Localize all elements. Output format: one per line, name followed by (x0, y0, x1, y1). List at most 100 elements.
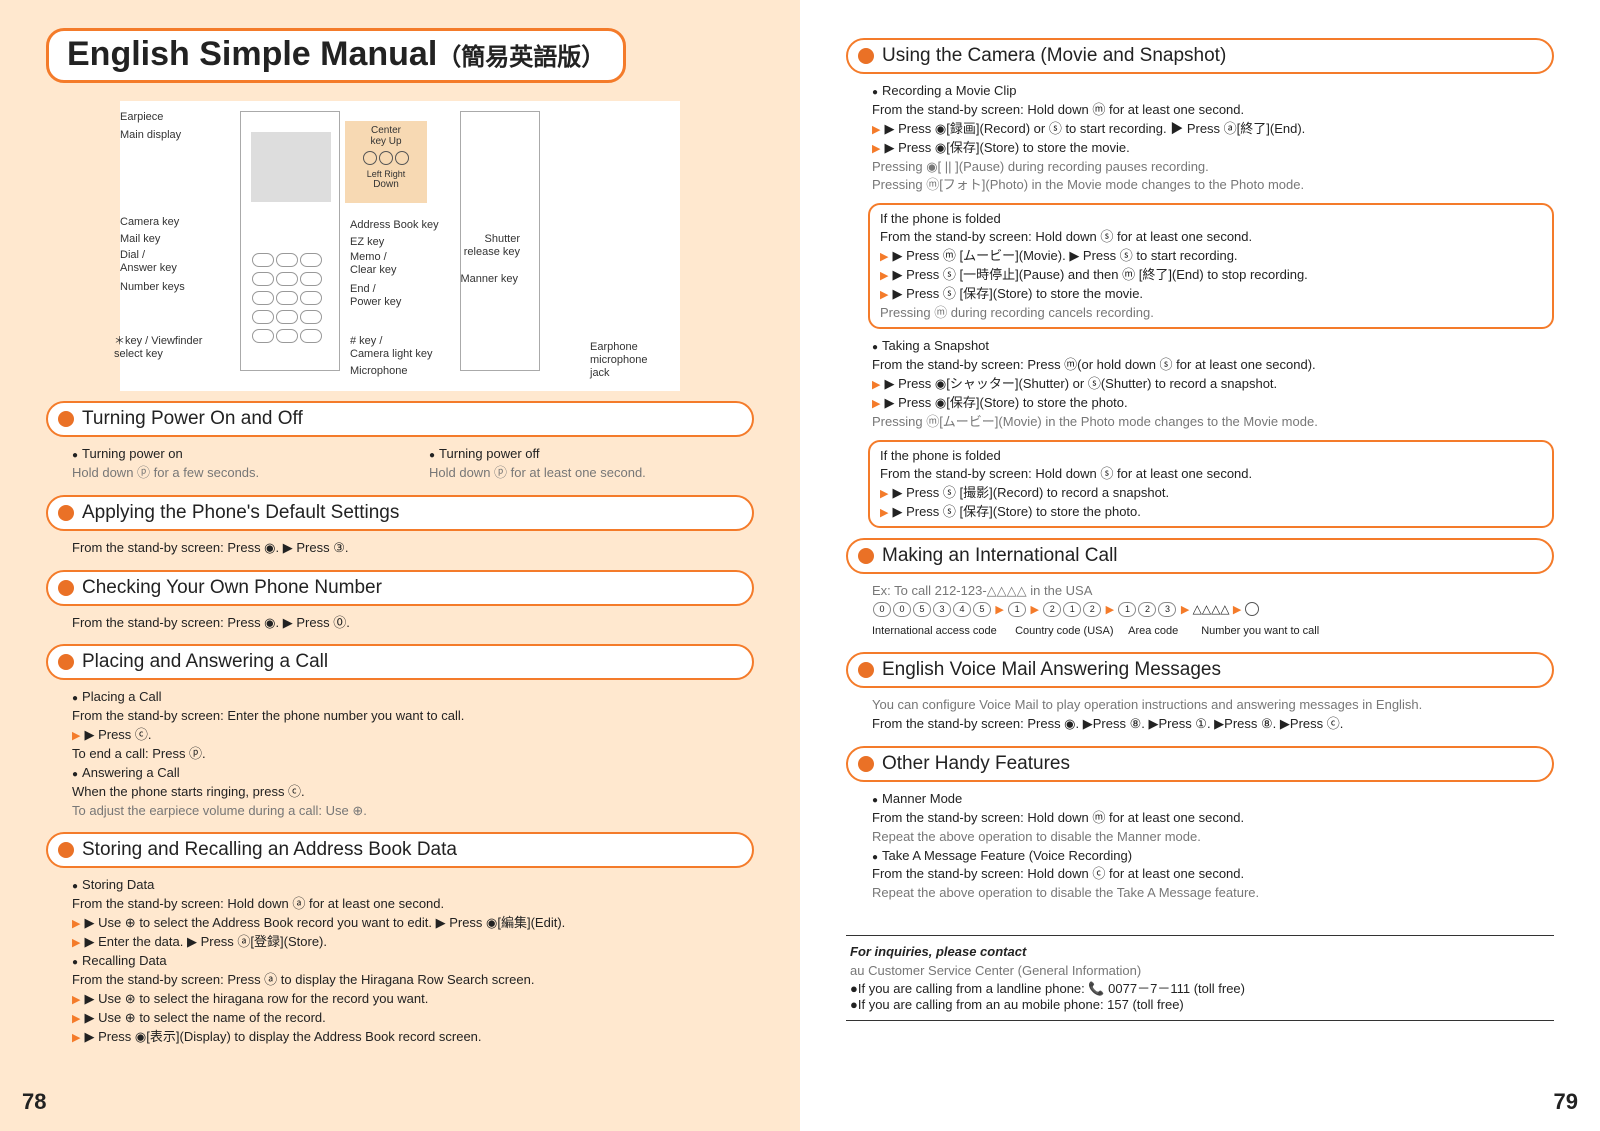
title-main: English Simple Manual (67, 35, 437, 73)
defaults-line: From the stand-by screen: Press ◉. ▶ Pre… (72, 539, 746, 558)
d0: 0 (873, 602, 891, 617)
placing-l0: From the stand-by screen: Enter the phon… (72, 707, 746, 726)
ck-lr: Left Right (349, 169, 423, 179)
lbl-jack: jack (590, 367, 610, 379)
contact-title: For inquiries, please contact (850, 944, 1550, 959)
recall-l3: ▶ Press ◉[表示](Display) to display the Ad… (72, 1028, 746, 1047)
msg-l0: From the stand-by screen: Hold down ⓒ fo… (872, 865, 1546, 884)
lbl-memo: Memo / (350, 251, 387, 263)
lbl-star: ＊key / Viewfinder (114, 335, 202, 347)
lbl-ez: EZ key (350, 236, 384, 249)
movie-head: Recording a Movie Clip (872, 82, 1546, 101)
sec-intl: Making an International Call (846, 538, 1554, 574)
ck-up: key Up (349, 136, 423, 147)
sec-camera: Using the Camera (Movie and Snapshot) (846, 38, 1554, 74)
lbl-earpiece: Earpiece (120, 111, 163, 124)
d1: 0 (893, 602, 911, 617)
placing-l2: To end a call: Press ⓟ. (72, 745, 746, 764)
snap-l2: ▶ Press ◉[保存](Store) to store the photo. (872, 394, 1546, 413)
intl-intro: Ex: To call 212-123-△△△△ in the USA (872, 582, 1546, 601)
contact-box: For inquiries, please contact au Custome… (846, 935, 1554, 1021)
centerkey-box: Center key Up Left Right Down (345, 121, 427, 203)
storing-l0: From the stand-by screen: Hold down ⓐ fo… (72, 895, 746, 914)
seg0: International access code (872, 624, 1012, 640)
sec-power: Turning Power On and Off (46, 401, 754, 437)
answer-l0: When the phone starts ringing, press ⓒ. (72, 783, 746, 802)
sec-other: Other Handy Features (846, 746, 1554, 782)
fold1-g0: Pressing ⓜ during recording cancels reco… (880, 302, 1542, 321)
fold2-l0: From the stand-by screen: Hold down ⓢ fo… (880, 463, 1542, 482)
fold2-head: If the phone is folded (880, 448, 1542, 463)
msg-head: Take A Message Feature (Voice Recording) (872, 847, 1546, 866)
contact-l1: ●If you are calling from a landline phon… (850, 978, 1550, 997)
fold1-l2: ▶ Press ⓢ [一時停止](Pause) and then ⓜ [終了](… (880, 264, 1542, 283)
movie-g0: Pressing ◉[ || ](Pause) during recording… (872, 158, 1546, 177)
lbl-numkeys: Number keys (120, 281, 185, 294)
d10: 1 (1118, 602, 1136, 617)
page-num-right: 79 (1554, 1089, 1578, 1115)
ownnum-line: From the stand-by screen: Press ◉. ▶ Pre… (72, 614, 746, 633)
sec-call: Placing and Answering a Call (46, 644, 754, 680)
lbl-mic: Microphone (350, 365, 407, 378)
lbl-camerakey: Camera key (120, 216, 179, 229)
placing-l1: ▶ Press ⓒ. (72, 726, 746, 745)
lbl-addr: Address Book key (350, 219, 439, 232)
lbl-ear1: Earphone (590, 341, 638, 353)
d2: 5 (913, 602, 931, 617)
lbl-dial: Dial / (120, 249, 145, 261)
fold2-l1: ▶ Press ⓢ [撮影](Record) to record a snaps… (880, 482, 1542, 501)
lbl-hash: # key / (350, 335, 382, 347)
storing-l2: ▶ Enter the data. ▶ Press ⓐ[登録](Store). (72, 933, 746, 952)
snap-g0: Pressing ⓜ[ムービー](Movie) in the Photo mod… (872, 413, 1546, 432)
storing-head: Storing Data (72, 876, 746, 895)
page-num-left: 78 (22, 1089, 46, 1115)
recall-head: Recalling Data (72, 952, 746, 971)
snap-l1: ▶ Press ◉[シャッター](Shutter) or ⓢ(Shutter) … (872, 375, 1546, 394)
vm-l0: You can configure Voice Mail to play ope… (872, 696, 1546, 715)
movie-l2: ▶ Press ◉[保存](Store) to store the movie. (872, 139, 1546, 158)
page-left: English Simple Manual（簡易英語版） Center key … (0, 0, 800, 1131)
lbl-mailkey: Mail key (120, 233, 160, 246)
d5: 5 (973, 602, 991, 617)
d12: 3 (1158, 602, 1176, 617)
lbl-shutter: Shutter (485, 233, 520, 245)
d11: 2 (1138, 602, 1156, 617)
d8: 1 (1063, 602, 1081, 617)
power-on-body: Hold down ⓟ for a few seconds. (72, 464, 389, 483)
recall-l1: ▶ Use ⊛ to select the hiragana row for t… (72, 990, 746, 1009)
ck-title: Center (349, 125, 423, 136)
fold1-l3: ▶ Press ⓢ [保存](Store) to store the movie… (880, 283, 1542, 302)
sec-defaults: Applying the Phone's Default Settings (46, 495, 754, 531)
fold1-l1: ▶ Press ⓜ [ムービー](Movie). ▶ Press ⓢ to st… (880, 245, 1542, 264)
sec-addrbook: Storing and Recalling an Address Book Da… (46, 832, 754, 868)
seg2: Area code (1128, 624, 1198, 640)
title-bar: English Simple Manual（簡易英語版） (46, 28, 626, 83)
dial-row: 005345 ▶ 1 ▶ 212 ▶ 123 ▶ △△△△ ▶ (872, 601, 1546, 619)
placing-head: Placing a Call (72, 688, 746, 707)
msg-l1: Repeat the above operation to disable th… (872, 884, 1546, 903)
movie-l0: From the stand-by screen: Hold down ⓜ fo… (872, 101, 1546, 120)
lbl-manner: Manner key (452, 273, 518, 286)
lbl-ear2: microphone (590, 354, 647, 366)
fold1-l0: From the stand-by screen: Hold down ⓢ fo… (880, 226, 1542, 245)
manner-head: Manner Mode (872, 790, 1546, 809)
d3: 3 (933, 602, 951, 617)
manner-l1: Repeat the above operation to disable th… (872, 828, 1546, 847)
fold1-head: If the phone is folded (880, 211, 1542, 226)
movie-g1: Pressing ⓜ[フォト](Photo) in the Movie mode… (872, 176, 1546, 195)
snap-l0: From the stand-by screen: Press ⓜ(or hol… (872, 356, 1546, 375)
snap-head: Taking a Snapshot (872, 337, 1546, 356)
lbl-maindisplay: Main display (120, 129, 181, 142)
d6: 1 (1008, 602, 1026, 617)
phone-closed (240, 111, 340, 371)
d7: 2 (1043, 602, 1061, 617)
d9: 2 (1083, 602, 1101, 617)
storing-l1: ▶ Use ⊕ to select the Address Book recor… (72, 914, 746, 933)
lbl-select: select key (114, 348, 163, 360)
fold2-l2: ▶ Press ⓢ [保存](Store) to store the photo… (880, 501, 1542, 520)
movie-l1: ▶ Press ◉[録画](Record) or ⓢ to start reco… (872, 120, 1546, 139)
d4: 4 (953, 602, 971, 617)
dial-tail: △△△△ (1193, 602, 1230, 616)
lbl-end: End / (350, 283, 376, 295)
manner-l0: From the stand-by screen: Hold down ⓜ fo… (872, 809, 1546, 828)
